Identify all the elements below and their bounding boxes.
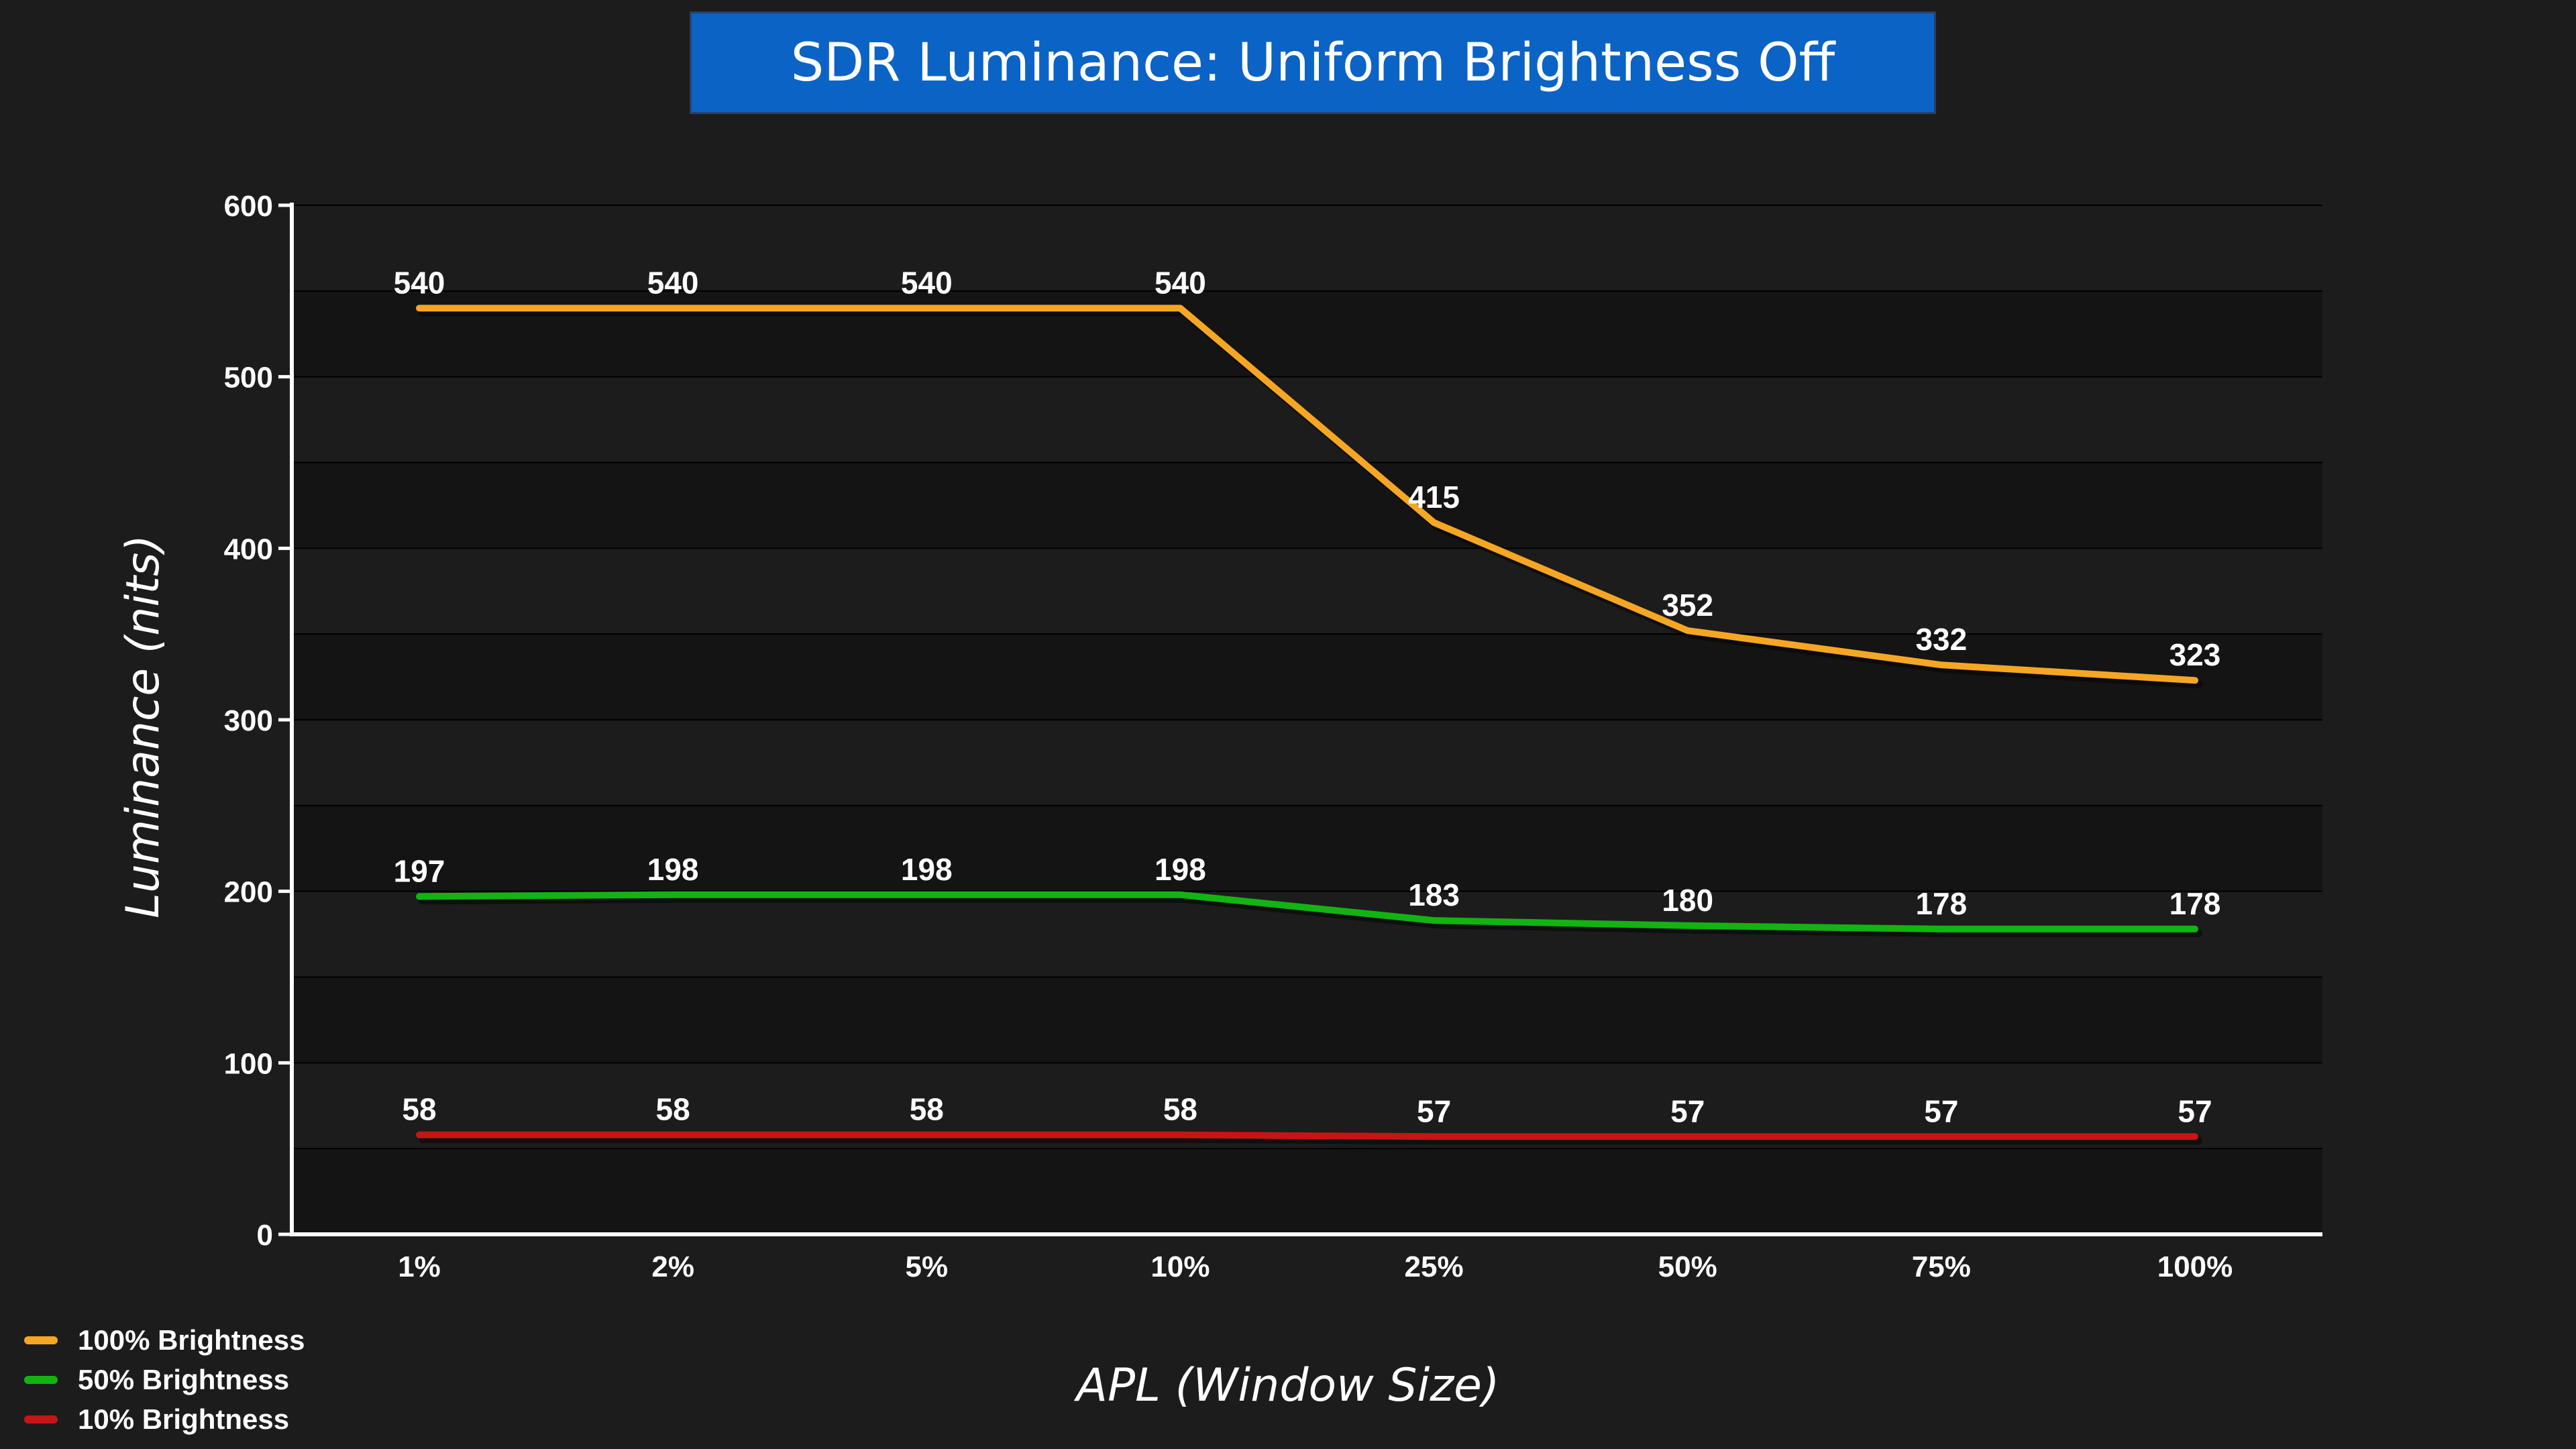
y-tick-label: 500 <box>224 362 273 394</box>
data-label: 540 <box>647 265 699 300</box>
series-line <box>416 891 2198 932</box>
y-tick-label: 200 <box>224 876 273 909</box>
x-tick-label: 1% <box>398 1250 441 1283</box>
legend: 100% Brightness 50% Brightness 10% Brightn… <box>24 1320 305 1439</box>
y-tick-label: 100 <box>224 1047 273 1080</box>
data-label: 58 <box>656 1092 690 1127</box>
data-label: 198 <box>901 852 953 887</box>
data-label: 180 <box>1662 883 1713 918</box>
legend-label: 10% Brightness <box>78 1403 290 1435</box>
y-tick-label: 0 <box>257 1219 273 1252</box>
x-tick-label: 75% <box>1912 1250 1971 1283</box>
plot-band <box>292 720 2322 806</box>
data-label: 352 <box>1662 588 1713 623</box>
data-label: 58 <box>910 1092 944 1127</box>
data-label: 183 <box>1408 877 1460 912</box>
plot-band <box>292 977 2322 1063</box>
data-label: 540 <box>394 265 445 300</box>
plot-band <box>292 634 2322 720</box>
x-tick-label: 2% <box>651 1250 694 1283</box>
data-label: 58 <box>1163 1092 1197 1127</box>
x-tick-label: 25% <box>1405 1250 1464 1283</box>
plot-band <box>292 290 2322 377</box>
data-label: 332 <box>1915 622 1967 657</box>
x-tick-label: 100% <box>2157 1250 2233 1283</box>
legend-item: 10% Brightness <box>24 1399 305 1439</box>
plot-band <box>292 462 2322 549</box>
data-label: 178 <box>1915 886 1967 921</box>
data-label: 178 <box>2169 886 2221 921</box>
plot-band <box>292 805 2322 892</box>
x-axis-title: APL (Window Size) <box>1074 1359 1500 1412</box>
series-line <box>416 305 2198 684</box>
data-label: 415 <box>1408 480 1460 515</box>
data-label: 58 <box>402 1092 436 1127</box>
x-tick-label: 10% <box>1150 1250 1210 1283</box>
legend-label: 100% Brightness <box>78 1324 305 1356</box>
plot-band <box>292 205 2322 291</box>
data-label: 197 <box>394 853 445 888</box>
x-tick-label: 5% <box>905 1250 948 1283</box>
data-label: 323 <box>2169 637 2221 672</box>
plot-band <box>292 548 2322 635</box>
legend-swatch <box>24 1375 58 1384</box>
data-label: 540 <box>901 265 953 300</box>
y-tick-label: 300 <box>224 704 273 737</box>
legend-item: 100% Brightness <box>24 1320 305 1360</box>
series-line <box>416 1131 2198 1140</box>
data-label: 540 <box>1155 265 1206 300</box>
series-line-shadow <box>419 1134 2202 1145</box>
plot-band <box>292 1148 2322 1234</box>
data-label: 57 <box>1670 1093 1705 1128</box>
y-tick-label: 600 <box>224 190 273 223</box>
legend-label: 50% Brightness <box>78 1363 290 1395</box>
y-axis-title: Luminance (nits) <box>117 535 170 918</box>
data-label: 198 <box>647 852 699 887</box>
data-label: 57 <box>1924 1093 1958 1128</box>
y-tick-label: 400 <box>224 533 273 566</box>
series-line-shadow <box>419 894 2202 937</box>
data-label: 57 <box>2178 1093 2212 1128</box>
data-label: 198 <box>1155 852 1206 887</box>
legend-swatch <box>24 1415 58 1424</box>
legend-swatch <box>24 1336 58 1344</box>
x-tick-label: 50% <box>1658 1250 1717 1283</box>
data-label: 57 <box>1417 1093 1451 1128</box>
chart-title: SDR Luminance: Uniform Brightness Off <box>690 11 1936 114</box>
legend-item: 50% Brightness <box>24 1360 305 1399</box>
